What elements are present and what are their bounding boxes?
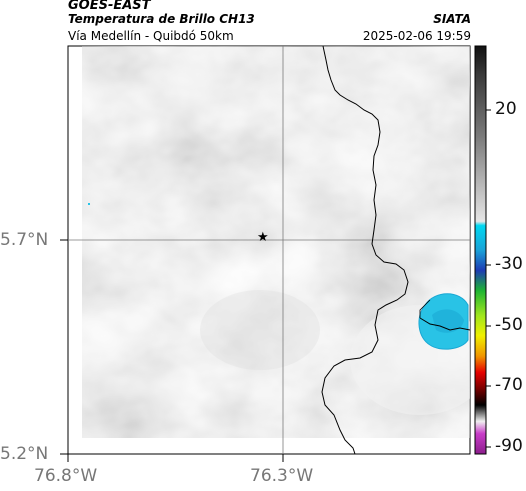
route-subtitle: Vía Medellín - Quibdó 50km bbox=[68, 29, 234, 43]
colorbar-ticks bbox=[486, 109, 491, 448]
lat-label-5-7: 5.7°N bbox=[0, 230, 49, 250]
political-border bbox=[321, 45, 409, 455]
lon-label-76-8: 76.8°W bbox=[34, 466, 98, 486]
colorbar-label-minus-70: -70 bbox=[495, 375, 523, 395]
colorbar-label-minus-50: -50 bbox=[495, 315, 523, 335]
satellite-name: GOES-EAST bbox=[68, 0, 151, 13]
colorbar-label-20: 20 bbox=[495, 99, 517, 119]
lat-label-5-2: 5.2°N bbox=[0, 444, 49, 464]
datetime-label: 2025-02-06 19:59 bbox=[362, 29, 471, 43]
organization-label: SIATA bbox=[433, 12, 471, 26]
colorbar-label-minus-30: -30 bbox=[495, 254, 523, 274]
colorbar-label-minus-90: -90 bbox=[495, 436, 523, 456]
lon-label-76-3: 76.3°W bbox=[250, 466, 314, 486]
product-title: Temperatura de Brillo CH13 bbox=[68, 12, 255, 26]
location-marker-icon: ★ bbox=[257, 230, 269, 245]
colorbar bbox=[474, 45, 487, 455]
